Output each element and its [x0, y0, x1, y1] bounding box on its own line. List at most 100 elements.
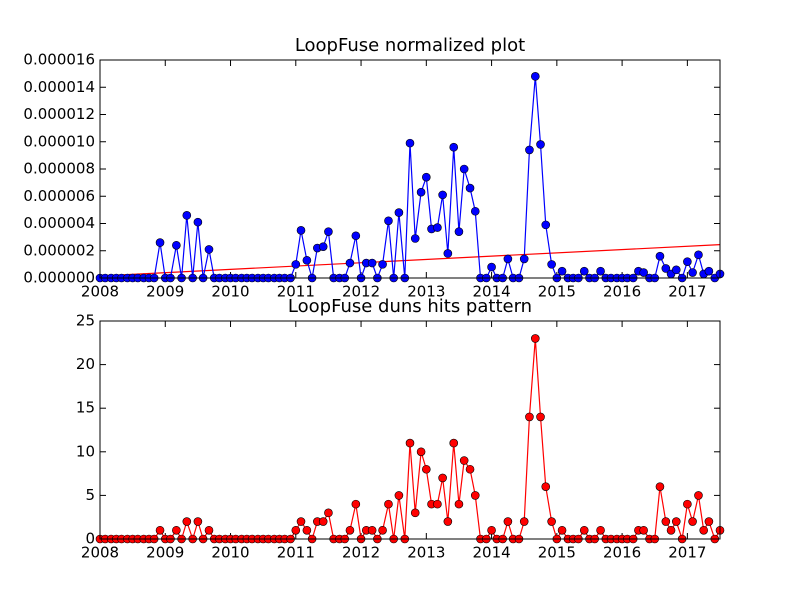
data-point	[422, 464, 431, 474]
data-point	[536, 140, 545, 149]
x-tick-label: 2008	[81, 283, 119, 301]
data-point	[557, 525, 567, 535]
data-point	[416, 447, 426, 457]
data-point	[405, 438, 415, 448]
data-point	[422, 172, 431, 182]
data-point	[639, 525, 648, 535]
data-point	[661, 264, 671, 273]
trend-line	[99, 244, 721, 277]
data-point	[155, 525, 165, 535]
data-point	[525, 412, 534, 422]
x-tick-label: 2012	[342, 544, 380, 562]
data-point	[345, 525, 355, 535]
x-tick-label: 2009	[146, 283, 184, 301]
data-point	[596, 266, 605, 276]
y-tick-label: 20	[76, 355, 95, 373]
data-point	[193, 217, 203, 227]
chart-title: LoopFuse normalized plot	[295, 35, 525, 56]
data-point	[449, 438, 459, 448]
data-point	[596, 525, 605, 535]
data-point	[443, 249, 453, 258]
data-point	[351, 499, 361, 509]
x-tick-label: 2013	[407, 283, 445, 301]
data-point	[688, 517, 697, 526]
y-tick-label: 0.000000	[23, 269, 95, 287]
data-point	[394, 491, 404, 500]
data-point	[172, 525, 181, 535]
data-point	[503, 254, 513, 264]
x-tick-label: 2016	[603, 283, 641, 301]
data-point	[547, 260, 556, 269]
y-tick-label: 10	[76, 442, 95, 460]
x-tick-label: 2015	[538, 544, 576, 562]
data-point	[302, 525, 312, 535]
data-point	[671, 265, 681, 275]
y-tick-label: 15	[76, 399, 95, 417]
data-point	[536, 412, 545, 422]
data-point	[661, 517, 671, 526]
y-tick-label: 0.000002	[23, 241, 95, 259]
y-tick-label: 0.000016	[23, 51, 95, 69]
data-point	[193, 517, 203, 526]
data-point	[487, 262, 496, 272]
data-point	[172, 241, 181, 250]
x-tick-label: 2014	[472, 283, 510, 301]
data-point	[547, 517, 556, 526]
data-point	[694, 250, 703, 260]
data-point	[579, 266, 589, 276]
x-tick-label: 2017	[668, 544, 706, 562]
data-point	[465, 183, 475, 193]
data-point	[367, 525, 377, 535]
data-point	[503, 517, 513, 526]
y-tick-label: 0.000008	[23, 160, 95, 178]
x-tick-label: 2009	[146, 544, 184, 562]
x-tick-label: 2011	[277, 283, 315, 301]
y-tick-label: 0.000014	[23, 78, 95, 96]
data-point	[639, 268, 648, 277]
x-tick-label: 2015	[538, 283, 576, 301]
data-point	[433, 499, 442, 509]
data-point	[345, 258, 355, 268]
data-point	[688, 268, 697, 277]
y-tick-label: 25	[76, 312, 95, 330]
data-point	[519, 254, 529, 264]
data-point	[683, 257, 692, 266]
data-point	[318, 517, 328, 526]
data-point	[394, 208, 404, 217]
data-point	[487, 525, 496, 535]
data-point	[459, 164, 469, 174]
data-point	[465, 464, 475, 474]
y-tick-label: 0.000006	[23, 187, 95, 205]
data-point	[438, 473, 447, 483]
data-point	[296, 226, 306, 235]
x-tick-label: 2013	[407, 544, 445, 562]
data-point	[470, 206, 480, 216]
x-tick-label: 2017	[668, 283, 706, 301]
data-point	[704, 266, 714, 276]
data-point	[519, 517, 529, 526]
x-tick-label: 2010	[211, 283, 249, 301]
x-tick-label: 2012	[342, 283, 380, 301]
data-point	[416, 187, 426, 197]
data-point	[541, 482, 551, 491]
x-tick-label: 2016	[603, 544, 641, 562]
data-point	[324, 227, 333, 236]
data-point	[541, 220, 551, 230]
data-point	[704, 517, 714, 526]
data-point	[557, 266, 567, 276]
data-point	[454, 227, 464, 236]
y-tick-label: 0.000010	[23, 132, 95, 150]
data-point	[666, 525, 676, 535]
axes-frame	[99, 59, 721, 279]
chart-title: LoopFuse duns hits pattern	[288, 296, 532, 317]
data-point	[410, 234, 420, 243]
data-point	[378, 525, 387, 535]
data-point	[449, 142, 459, 152]
data-point	[155, 238, 165, 247]
data-point	[351, 231, 361, 241]
data-point	[579, 525, 589, 535]
data-point	[324, 508, 333, 518]
data-point	[384, 216, 393, 226]
data-point	[318, 242, 328, 251]
